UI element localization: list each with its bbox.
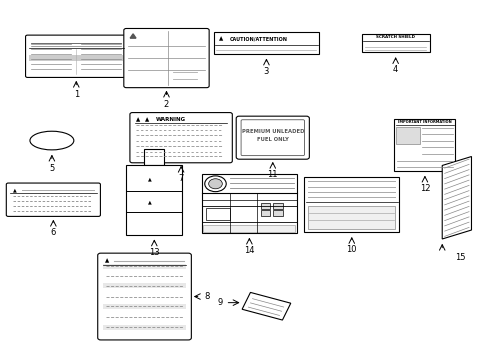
Text: FUEL ONLY: FUEL ONLY xyxy=(256,137,288,142)
FancyBboxPatch shape xyxy=(241,120,304,156)
Text: 5: 5 xyxy=(49,164,54,173)
Bar xyxy=(260,203,270,209)
Text: 8: 8 xyxy=(204,292,209,301)
Bar xyxy=(205,208,230,220)
Bar xyxy=(144,149,164,165)
Text: ▲: ▲ xyxy=(147,176,151,181)
Text: 11: 11 xyxy=(267,170,278,179)
Text: 7: 7 xyxy=(178,174,183,183)
Text: IMPORTANT INFORMATION: IMPORTANT INFORMATION xyxy=(397,121,451,125)
Text: 3: 3 xyxy=(263,67,268,76)
Bar xyxy=(29,55,123,61)
Bar xyxy=(361,34,429,52)
Text: 13: 13 xyxy=(149,248,159,257)
FancyBboxPatch shape xyxy=(98,253,191,340)
Text: ▲: ▲ xyxy=(147,199,151,204)
Polygon shape xyxy=(441,157,470,239)
FancyBboxPatch shape xyxy=(123,28,209,87)
Text: ▲: ▲ xyxy=(219,37,223,42)
Text: ▲: ▲ xyxy=(144,117,149,122)
FancyBboxPatch shape xyxy=(25,35,127,77)
Bar xyxy=(307,206,395,229)
Polygon shape xyxy=(242,292,290,320)
Bar xyxy=(214,32,318,54)
Circle shape xyxy=(204,176,226,192)
Bar xyxy=(103,283,185,288)
FancyBboxPatch shape xyxy=(6,183,100,216)
Text: PREMIUM UNLEADED: PREMIUM UNLEADED xyxy=(241,129,304,134)
FancyBboxPatch shape xyxy=(236,116,309,159)
Text: 10: 10 xyxy=(346,245,356,254)
Bar xyxy=(103,264,185,269)
Bar xyxy=(260,210,270,216)
Text: 6: 6 xyxy=(51,228,56,237)
Text: 4: 4 xyxy=(392,65,397,74)
Text: 12: 12 xyxy=(419,184,429,193)
Polygon shape xyxy=(130,34,136,38)
Text: CAUTION/ATTENTION: CAUTION/ATTENTION xyxy=(229,37,287,42)
Text: ▲: ▲ xyxy=(13,187,17,192)
Bar xyxy=(304,177,399,232)
Bar xyxy=(103,304,185,309)
Bar xyxy=(203,225,295,232)
Text: ▲: ▲ xyxy=(105,258,109,264)
Bar xyxy=(273,203,282,209)
Bar xyxy=(394,119,454,171)
Bar xyxy=(126,165,182,235)
Text: 2: 2 xyxy=(163,100,169,109)
Text: ▲: ▲ xyxy=(136,117,140,122)
Text: WARNING: WARNING xyxy=(156,117,185,122)
Text: 1: 1 xyxy=(74,90,79,99)
Text: SCRATCH SHIELD: SCRATCH SHIELD xyxy=(375,35,414,39)
Bar xyxy=(202,174,296,233)
Ellipse shape xyxy=(30,131,74,150)
FancyBboxPatch shape xyxy=(130,113,232,163)
Text: 15: 15 xyxy=(454,253,465,262)
Text: 14: 14 xyxy=(244,246,254,255)
Text: 9: 9 xyxy=(217,298,222,307)
Circle shape xyxy=(208,179,222,189)
Bar xyxy=(103,325,185,329)
Bar xyxy=(396,127,419,144)
Bar xyxy=(273,210,282,216)
